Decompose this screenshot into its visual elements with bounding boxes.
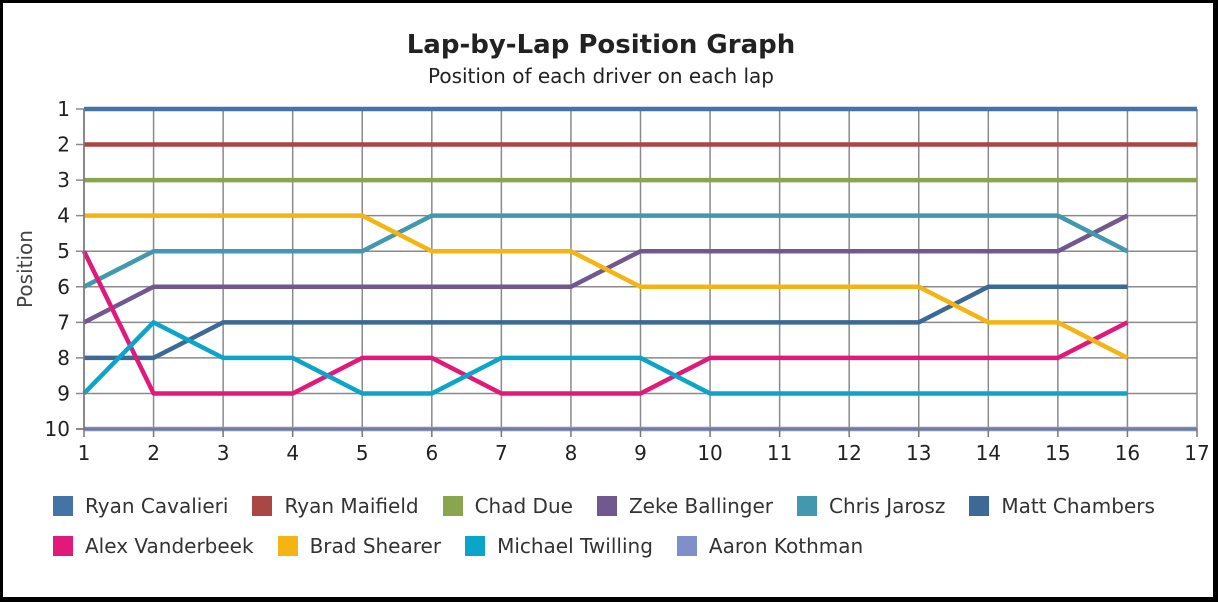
legend-item[interactable]: Alex Vanderbeek — [53, 534, 254, 558]
legend-item[interactable]: Zeke Ballinger — [596, 494, 774, 518]
series-line-michael-twilling — [82, 320, 1128, 396]
legend-label: Chris Jarosz — [829, 494, 946, 518]
legend-label: Ryan Maifield — [284, 494, 419, 518]
series-line-chris-jarosz — [82, 213, 1129, 289]
y-tick-label: 6 — [57, 275, 70, 299]
x-tick-label: 17 — [1184, 441, 1209, 465]
x-tick-label: 9 — [634, 441, 647, 465]
position-chart: Lap-by-Lap Position Graph Position of ea… — [13, 30, 1210, 465]
legend-swatch — [252, 496, 273, 516]
y-tick-label: 10 — [45, 417, 70, 441]
y-axis-label: Position — [13, 230, 37, 308]
legend-swatch — [442, 496, 463, 516]
x-tick-label: 5 — [356, 441, 369, 465]
x-tick-label: 1 — [78, 441, 91, 465]
x-tick-label: 12 — [836, 441, 861, 465]
series-line-brad-shearer — [84, 213, 1129, 360]
legend-label: Brad Shearer — [309, 534, 442, 558]
y-tick-label: 1 — [57, 97, 70, 121]
legend-item[interactable]: Michael Twilling — [465, 534, 653, 558]
legend-swatch — [596, 496, 617, 516]
legend-swatch — [676, 536, 697, 556]
legend-label: Ryan Cavalieri — [85, 494, 229, 518]
legend-label: Alex Vanderbeek — [85, 534, 254, 558]
legend: Ryan Cavalieri Ryan Maifield Chad Due Zeke … — [53, 494, 1193, 558]
legend-item[interactable]: Ryan Maifield — [252, 494, 419, 518]
legend-label: Aaron Kothman — [708, 534, 864, 558]
legend-item[interactable]: Aaron Kothman — [676, 534, 864, 558]
y-tick-label: 9 — [57, 381, 70, 405]
legend-label: Zeke Ballinger — [628, 494, 774, 518]
legend-item[interactable]: Matt Chambers — [969, 494, 1155, 518]
legend-swatch — [969, 496, 990, 516]
x-tick-label: 14 — [976, 441, 1001, 465]
x-tick-label: 2 — [147, 441, 160, 465]
x-tick-label: 11 — [767, 441, 792, 465]
legend-swatch — [53, 536, 73, 556]
y-tick-label: 3 — [57, 168, 70, 192]
legend-swatch — [465, 536, 486, 556]
chart-title: Lap-by-Lap Position Graph — [407, 30, 796, 60]
y-tick-label: 2 — [57, 133, 70, 157]
legend-swatch — [277, 536, 298, 556]
x-tick-label: 16 — [1115, 441, 1140, 465]
legend-item[interactable]: Brad Shearer — [277, 534, 442, 558]
x-tick-label: 15 — [1045, 441, 1070, 465]
x-tick-label: 3 — [217, 441, 230, 465]
x-tick-label: 4 — [286, 441, 299, 465]
series-line-alex-vanderbeek — [81, 250, 1129, 396]
chart-subtitle: Position of each driver on each lap — [428, 64, 774, 88]
x-tick-label: 10 — [697, 441, 722, 465]
x-tick-label: 8 — [565, 441, 578, 465]
y-tick-label: 4 — [57, 204, 70, 228]
legend-label: Michael Twilling — [497, 534, 653, 558]
gridlines — [76, 108, 1198, 430]
legend-item[interactable]: Ryan Cavalieri — [53, 494, 229, 518]
legend-label: Matt Chambers — [1001, 494, 1155, 518]
y-tick-label: 8 — [57, 346, 70, 370]
y-tick-label: 7 — [57, 310, 70, 334]
legend-swatch — [797, 496, 818, 516]
y-tick-label: 5 — [57, 239, 70, 263]
x-tick-label: 7 — [495, 441, 508, 465]
x-tick-label: 13 — [906, 441, 931, 465]
legend-label: Chad Due — [474, 494, 573, 518]
x-tick-label: 6 — [425, 441, 438, 465]
legend-swatch — [53, 496, 73, 516]
legend-item[interactable]: Chad Due — [442, 494, 573, 518]
legend-item[interactable]: Chris Jarosz — [797, 494, 946, 518]
